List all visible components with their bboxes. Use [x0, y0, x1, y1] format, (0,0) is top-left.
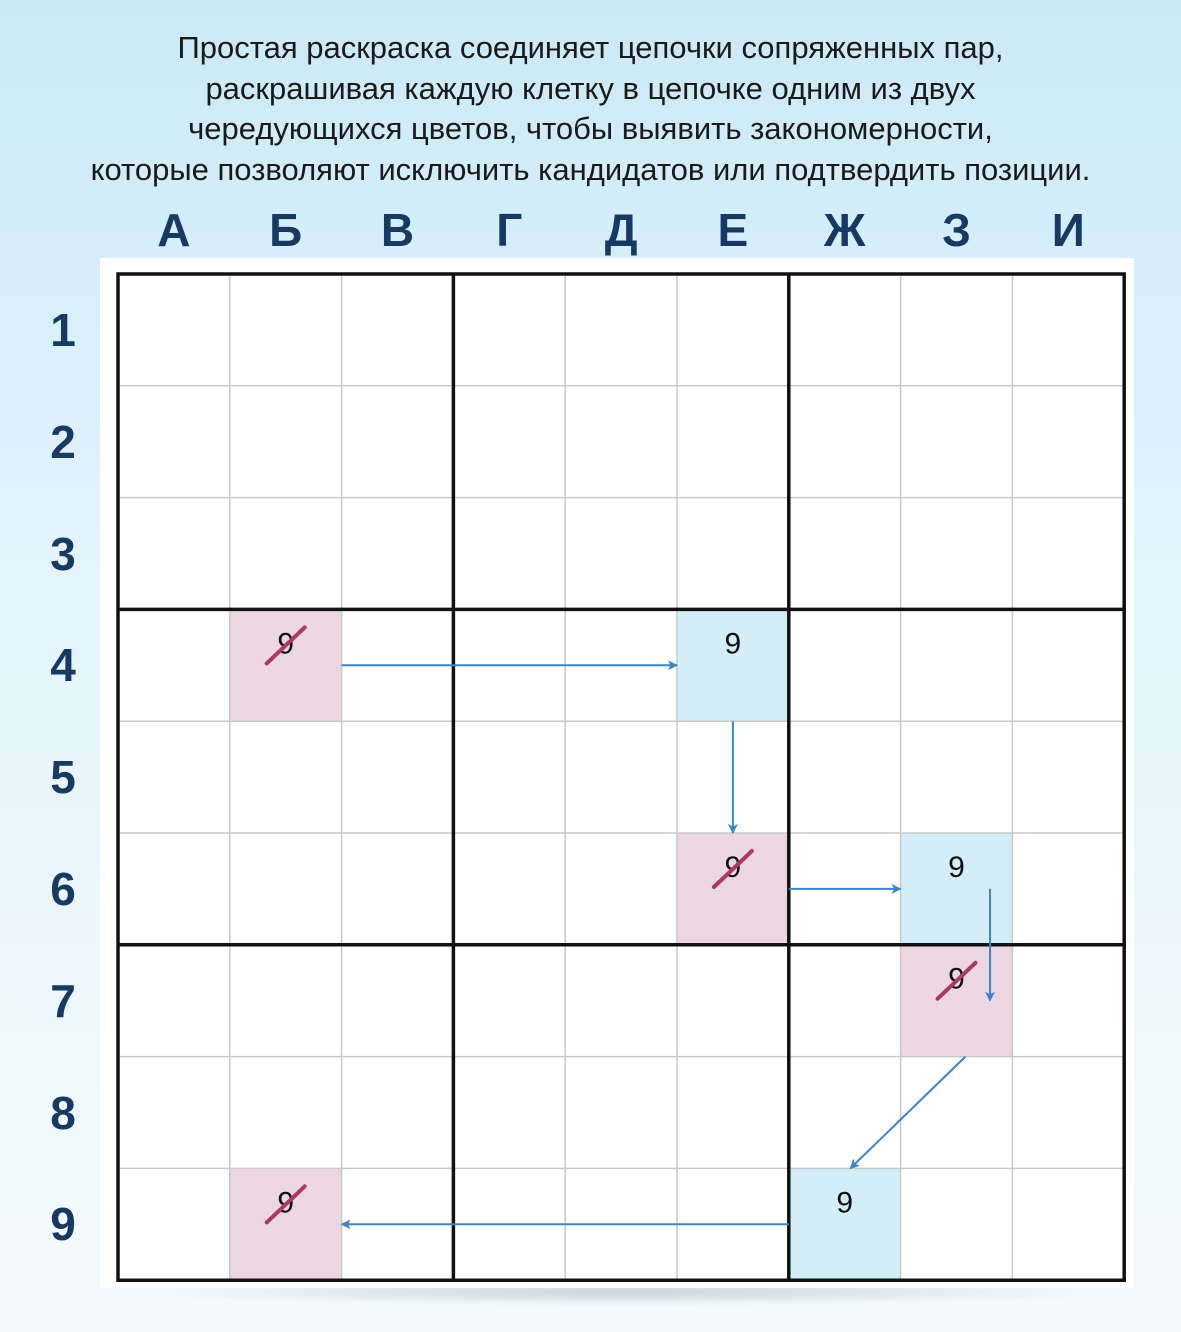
row-label: 2	[50, 415, 76, 468]
colored-cell-pink	[229, 609, 342, 722]
colored-cells	[229, 609, 1013, 1281]
board-background	[100, 258, 1134, 1288]
box-borders	[116, 272, 1126, 1282]
colored-cell-pink	[677, 833, 789, 945]
column-label: Д	[604, 204, 638, 256]
row-label: 3	[50, 527, 76, 580]
caption-line-1: Простая раскраска соединяет цепочки сопр…	[177, 30, 1004, 65]
candidate-digit: 9	[725, 627, 742, 660]
colored-cell-pink	[229, 1168, 342, 1281]
caption-line-3: чередующихся цветов, чтобы выявить закон…	[188, 111, 993, 146]
row-label: 5	[50, 751, 76, 804]
colored-cell-blue	[788, 1168, 901, 1281]
column-label: Е	[717, 204, 749, 256]
row-label: 7	[50, 974, 76, 1027]
row-label: 8	[50, 1086, 76, 1139]
caption: Простая раскраска соединяет цепочки сопр…	[0, 28, 1181, 190]
strike-mark	[264, 625, 307, 666]
colored-cell-pink	[900, 944, 1013, 1057]
candidate-digit: 9	[948, 851, 965, 884]
column-label: Б	[269, 204, 303, 256]
row-label: 6	[50, 863, 76, 915]
column-label: А	[157, 204, 191, 256]
chain-link-arrow	[849, 1055, 967, 1170]
strike-mark	[935, 960, 978, 1001]
column-label: Ж	[823, 204, 866, 256]
strike-mark	[264, 1184, 307, 1225]
candidate-digit: 9	[836, 1186, 853, 1219]
thin-gridlines	[118, 274, 1125, 1281]
caption-line-2: раскрашивая каждую клетку в цепочке одни…	[205, 70, 976, 106]
row-label: 1	[50, 304, 76, 356]
candidates: 9999999	[264, 625, 978, 1225]
strike-mark	[711, 849, 754, 889]
column-label: В	[380, 204, 415, 256]
column-label: И	[1051, 204, 1085, 256]
chain-links	[340, 660, 996, 1230]
row-label: 9	[50, 1198, 76, 1251]
column-label: Г	[496, 204, 523, 256]
column-label: З	[942, 204, 971, 256]
caption-line-4: которые позволяют исключить кандидатов и…	[90, 151, 1091, 187]
colored-cell-blue	[677, 609, 789, 722]
row-label: 4	[50, 639, 76, 692]
colored-cell-blue	[900, 833, 1013, 945]
